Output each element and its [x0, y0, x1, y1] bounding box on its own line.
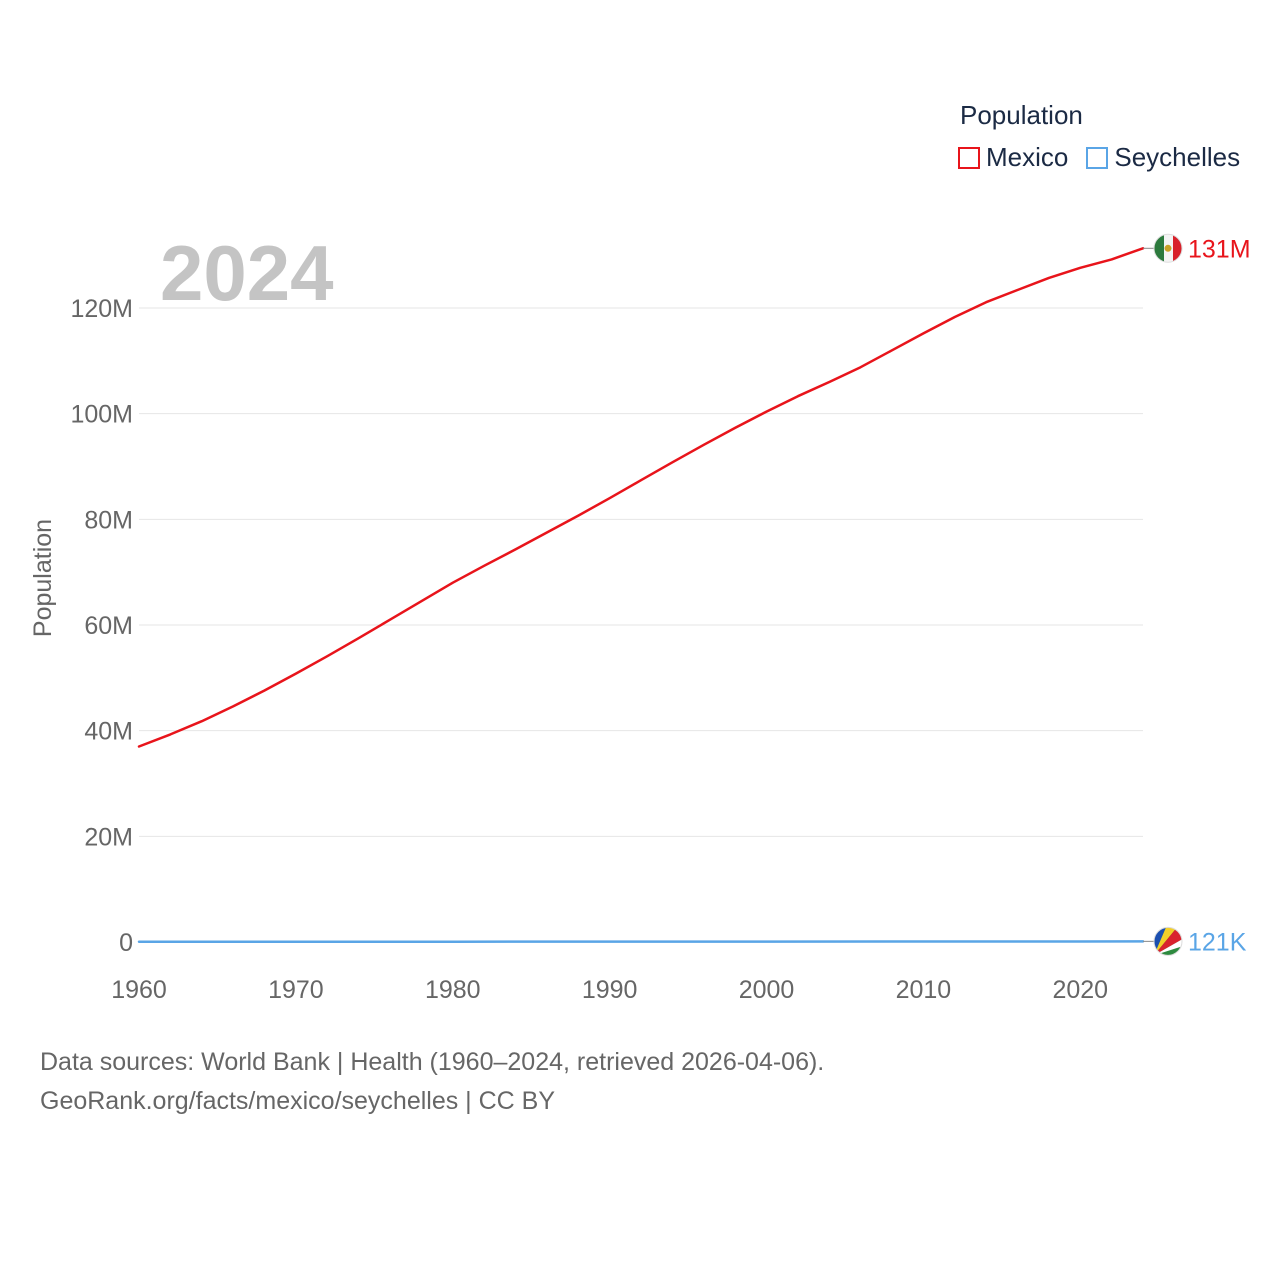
x-tick-label: 2020	[1052, 976, 1108, 1004]
legend-title: Population	[960, 100, 1083, 130]
y-axis-label: Population	[29, 519, 57, 637]
y-tick-label: 100M	[70, 401, 133, 429]
seychelles-flag-icon	[1153, 926, 1183, 956]
y-axis-ticks: 0 20M 40M 60M 80M 100M 120M	[70, 295, 133, 957]
source-line-2[interactable]: GeoRank.org/facts/mexico/seychelles | CC…	[40, 1087, 556, 1115]
x-tick-label: 2000	[739, 976, 795, 1004]
end-markers: 131M 121K	[1143, 233, 1251, 956]
x-axis-ticks: 1960 1970 1980 1990 2000 2010 2020	[111, 976, 1108, 1004]
y-tick-label: 60M	[84, 612, 133, 640]
end-value-label-seychelles: 121K	[1188, 928, 1247, 956]
gridlines	[139, 307, 1143, 837]
y-tick-label: 20M	[84, 823, 133, 851]
legend-item-mexico[interactable]: Mexico	[958, 142, 1068, 173]
source-line-1: Data sources: World Bank | Health (1960–…	[40, 1048, 825, 1076]
y-tick-label: 40M	[84, 718, 133, 746]
x-tick-label: 1960	[111, 976, 167, 1004]
mexico-flag-icon	[1153, 233, 1183, 263]
y-tick-label: 80M	[84, 506, 133, 534]
legend: Mexico Seychelles	[958, 142, 1258, 173]
legend-swatch-seychelles	[1086, 146, 1109, 169]
series-lines	[137, 247, 1145, 944]
legend-swatch-mexico	[958, 146, 980, 169]
year-watermark: 2024	[160, 229, 334, 317]
legend-label-seychelles: Seychelles	[1114, 142, 1241, 172]
legend-label-mexico: Mexico	[986, 142, 1069, 172]
x-tick-label: 1990	[582, 976, 638, 1004]
y-tick-label: 0	[119, 929, 133, 957]
series-line-mexico	[137, 247, 1145, 748]
x-tick-label: 2010	[896, 976, 952, 1004]
x-tick-label: 1980	[425, 976, 481, 1004]
end-value-label-mexico: 131M	[1188, 235, 1251, 263]
x-tick-label: 1970	[268, 976, 324, 1004]
data-source-note: Data sources: World Bank | Health (1960–…	[40, 1043, 824, 1121]
legend-item-seychelles[interactable]: Seychelles	[1086, 142, 1240, 173]
y-tick-label: 120M	[70, 295, 133, 323]
